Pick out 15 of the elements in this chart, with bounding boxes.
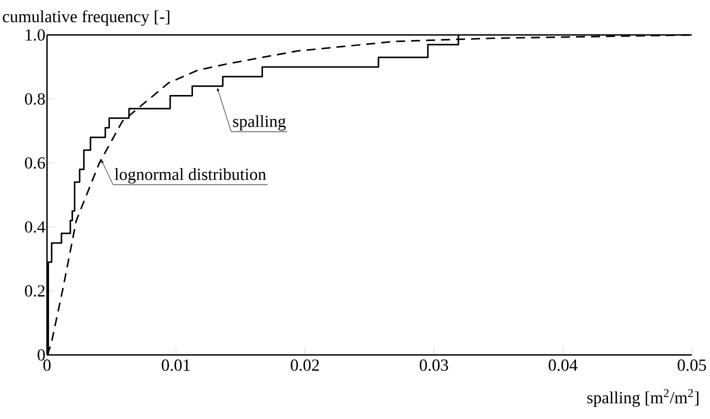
x-tick-label: 0.05 bbox=[678, 359, 706, 371]
x-tick-label: 0.03 bbox=[420, 359, 448, 371]
y-tick-label: 0.6 bbox=[24, 157, 45, 169]
y-tick-label: 0 bbox=[38, 349, 45, 361]
y-tick-label: 1.0 bbox=[26, 29, 45, 41]
annotation: lognormal distribution bbox=[114, 168, 266, 184]
y-tick-label: 0.8 bbox=[24, 93, 45, 105]
y-tick-label: 0.2 bbox=[24, 285, 45, 297]
x-axis-title: spalling [m$^{2}$/m$^{2}$] bbox=[587, 389, 698, 407]
x-tick-label: 0.02 bbox=[290, 359, 319, 371]
annotation: spalling bbox=[233, 115, 286, 131]
x-tick-label: 0.01 bbox=[162, 359, 190, 371]
x-tick-label: 0.04 bbox=[548, 359, 578, 371]
y-tick-label: 0.4 bbox=[24, 221, 46, 233]
y-axis-title: cumulative frequency [-] bbox=[2, 10, 170, 26]
